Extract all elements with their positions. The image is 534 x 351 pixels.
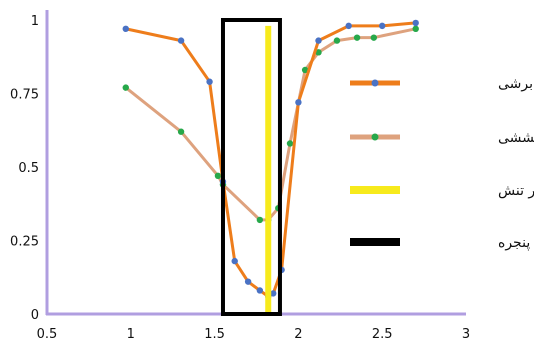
- data-point-1: [301, 66, 309, 74]
- data-point-0: [345, 22, 352, 30]
- y-tick-label: 1: [31, 14, 39, 29]
- data-point-0: [244, 278, 252, 285]
- legend-label: شکست کششی: [498, 130, 534, 146]
- min-stress-line: [265, 25, 272, 314]
- data-point-1: [333, 37, 341, 44]
- legend-swatch: [350, 238, 400, 246]
- data-point-0: [379, 22, 386, 30]
- data-point-0: [122, 25, 129, 33]
- x-tick-label: 1.5: [204, 327, 225, 342]
- data-point-1: [353, 34, 361, 41]
- data-point-0: [315, 37, 322, 44]
- legend-marker: [371, 133, 379, 141]
- data-point-1: [286, 140, 294, 147]
- legend-label: پنجره: [498, 235, 530, 251]
- legend-label: کمترین مقدار تنش: [498, 183, 534, 199]
- data-point-1: [315, 49, 322, 56]
- y-tick-label: 0: [31, 308, 39, 323]
- chart-tick-labels: 0.5 1 1.5 2 2.5 3 0 0.25 0.5 0.75 1: [10, 14, 470, 342]
- y-tick-label: 0.25: [10, 235, 39, 250]
- legend-marker: [371, 79, 379, 87]
- data-point-0: [270, 290, 277, 297]
- legend-label: شکست برشی: [498, 76, 534, 92]
- x-tick-label: 3: [462, 327, 470, 342]
- data-point-1: [177, 128, 185, 135]
- window-box: [220, 18, 282, 316]
- data-point-1: [256, 216, 264, 224]
- y-tick-label: 0.75: [10, 88, 39, 103]
- data-point-0: [295, 99, 302, 106]
- data-point-0: [206, 78, 213, 85]
- chart-axes: [45, 10, 466, 316]
- data-point-1: [370, 34, 378, 41]
- data-point-0: [231, 257, 238, 265]
- chart-legend: شکست برشی شکست کششی کمترین مقدار تنش پنجره: [350, 76, 534, 251]
- data-point-1: [412, 25, 419, 33]
- y-tick-label: 0.5: [18, 161, 39, 176]
- x-tick-label: 1: [127, 327, 135, 342]
- data-point-1: [122, 84, 129, 91]
- legend-swatch: [350, 186, 400, 194]
- x-tick-label: 2: [294, 327, 302, 342]
- data-point-0: [177, 37, 185, 44]
- x-tick-label: 0.5: [37, 327, 58, 342]
- data-point-0: [412, 19, 419, 27]
- x-tick-label: 2.5: [372, 327, 393, 342]
- chart-overlays-layer: [220, 18, 282, 316]
- data-point-1: [214, 172, 222, 180]
- data-point-0: [256, 287, 264, 294]
